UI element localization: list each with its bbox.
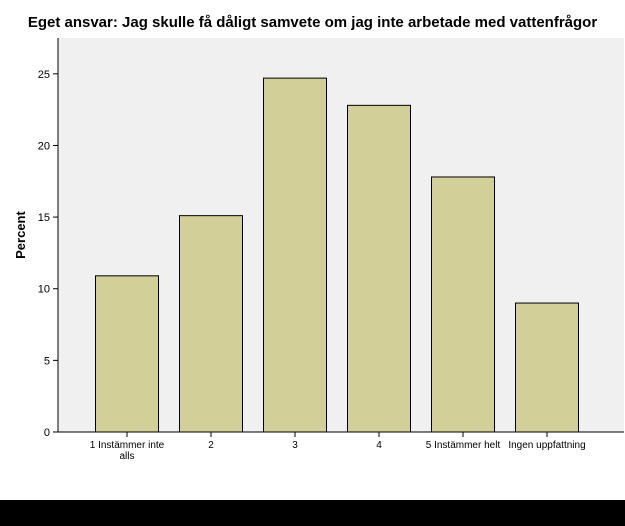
chart-title: Eget ansvar: Jag skulle få dåligt samvet… bbox=[27, 14, 598, 31]
x-tick-label-2: 2 bbox=[208, 440, 214, 451]
x-tick-label-3: 3 bbox=[292, 440, 298, 451]
y-tick-label-10: 10 bbox=[38, 284, 50, 296]
bars-group bbox=[95, 77, 579, 433]
bar-5 bbox=[431, 176, 495, 433]
bar-4 bbox=[347, 104, 411, 433]
y-tick-label-5: 5 bbox=[44, 355, 50, 367]
bar-1 bbox=[95, 275, 159, 433]
x-tick-label-6: Ingen uppfattning bbox=[508, 440, 585, 451]
y-tick-label-20: 20 bbox=[38, 140, 50, 152]
bottom-black-bar bbox=[0, 500, 625, 526]
y-tick-label-25: 25 bbox=[38, 69, 50, 81]
x-tick-label-4: 4 bbox=[376, 440, 382, 451]
bar-6 bbox=[515, 302, 579, 433]
y-tick-label-15: 15 bbox=[38, 212, 50, 224]
y-axis-label: Percent bbox=[13, 210, 28, 258]
x-tick-label-1: 1 Instämmer inte alls bbox=[90, 440, 165, 462]
bar-3 bbox=[263, 77, 327, 433]
x-tick-label-5: 5 Instämmer helt bbox=[426, 440, 501, 451]
y-tick-label-0: 0 bbox=[44, 427, 50, 439]
axes-group: 1 Instämmer inte alls 2 3 4 5 Instämmer helt I… bbox=[38, 38, 624, 462]
bar-2 bbox=[179, 215, 243, 433]
